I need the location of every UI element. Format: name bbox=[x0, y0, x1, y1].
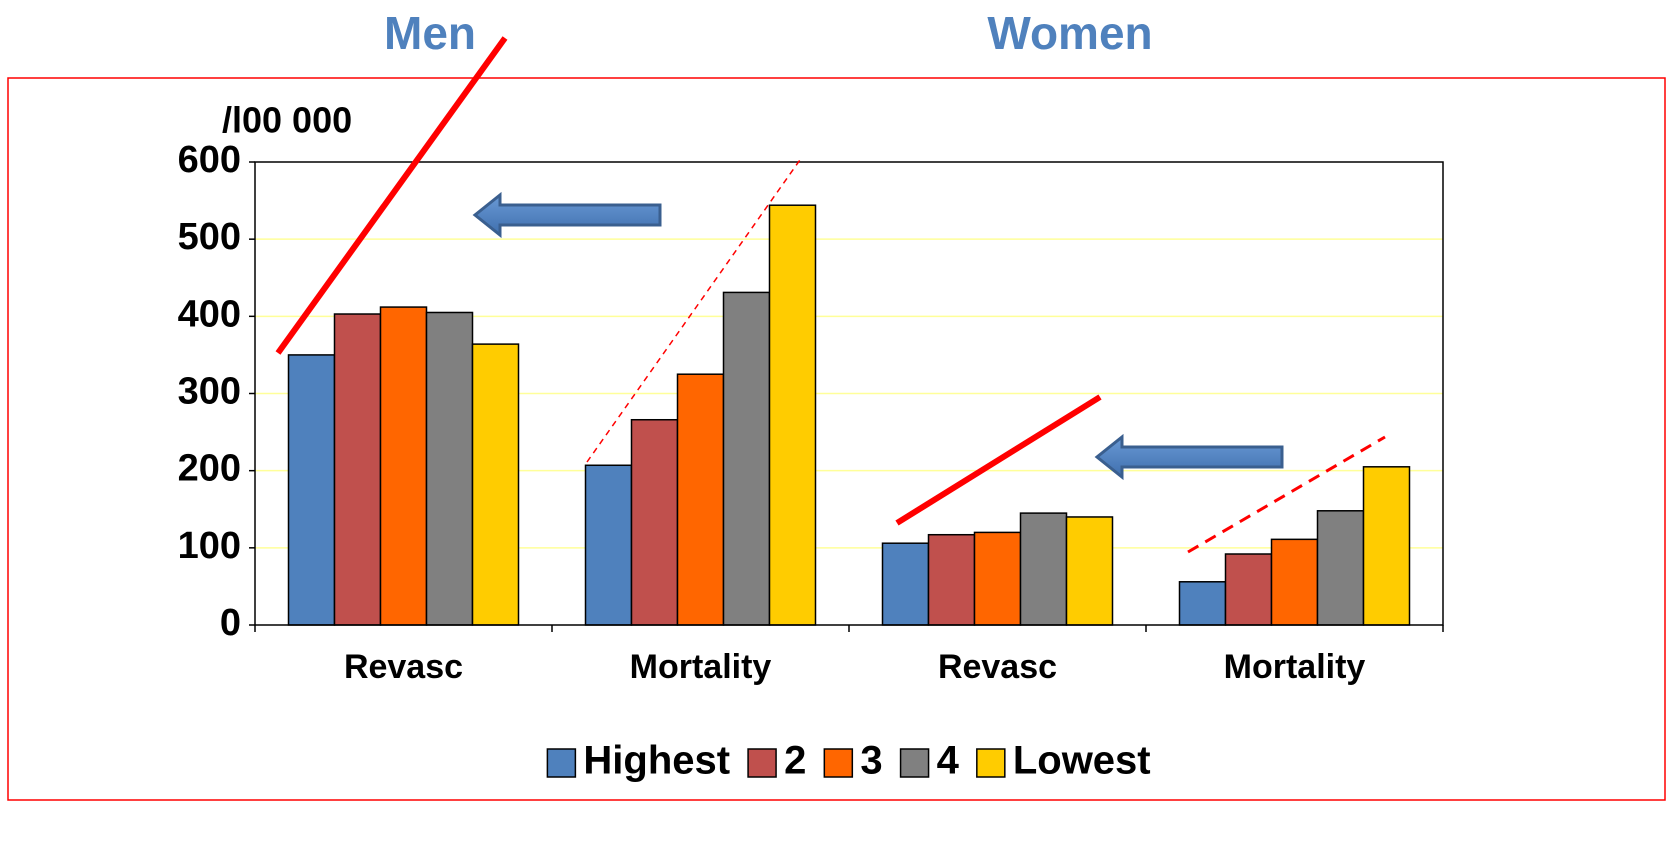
trend-line bbox=[275, 36, 508, 355]
arrow bbox=[472, 191, 662, 239]
bar bbox=[973, 531, 1022, 626]
x-tick-label: Mortality bbox=[1224, 648, 1366, 686]
plot-border bbox=[254, 161, 1444, 626]
y-tick-label: 600 bbox=[178, 139, 241, 181]
frame bbox=[7, 77, 1666, 801]
bar bbox=[722, 291, 771, 626]
bar bbox=[630, 418, 679, 626]
bar bbox=[471, 343, 520, 626]
bar bbox=[676, 373, 725, 626]
bar bbox=[1316, 510, 1365, 626]
annotations bbox=[275, 36, 1386, 554]
trend-line bbox=[1187, 435, 1386, 554]
bar bbox=[768, 204, 817, 626]
legend-swatch bbox=[747, 748, 777, 778]
bar bbox=[333, 313, 382, 626]
trend-line bbox=[586, 156, 803, 463]
legend-label: Lowest bbox=[1013, 739, 1151, 783]
x-tick-label: Revasc bbox=[344, 648, 463, 686]
bar bbox=[1178, 581, 1227, 626]
legend-swatch bbox=[976, 748, 1006, 778]
legend-label: 3 bbox=[860, 739, 882, 783]
y-tick-label: 500 bbox=[178, 216, 241, 258]
y-tick-label: 0 bbox=[220, 602, 241, 644]
bar bbox=[287, 354, 336, 626]
y-axis-label: /l00 000 bbox=[222, 100, 352, 141]
legend-label: 2 bbox=[784, 739, 806, 783]
bar bbox=[1019, 512, 1068, 626]
plot: 0 100 200 300 400 500 600 Revasc Mortality Revasc… bbox=[178, 139, 1444, 686]
group-label: Women bbox=[987, 7, 1152, 59]
y-tick-label: 400 bbox=[178, 293, 241, 335]
x-tick-label: Revasc bbox=[938, 648, 1057, 686]
bar bbox=[927, 533, 976, 626]
bar bbox=[1224, 553, 1273, 626]
y-tick-label: 100 bbox=[178, 525, 241, 567]
trend-line bbox=[895, 394, 1102, 526]
y-tick-label: 200 bbox=[178, 448, 241, 490]
legend: Highest 2 3 4 Lowest bbox=[546, 739, 1151, 783]
legend-swatch bbox=[823, 748, 854, 778]
legend-label: Highest bbox=[583, 739, 730, 783]
x-tick-label: Mortality bbox=[630, 648, 772, 686]
legend-label: 4 bbox=[937, 739, 960, 783]
bar bbox=[425, 311, 474, 626]
bar bbox=[881, 542, 930, 626]
bar bbox=[1065, 516, 1114, 626]
bar bbox=[379, 306, 428, 626]
legend-swatch bbox=[899, 748, 930, 778]
bar bbox=[584, 464, 633, 626]
y-tick-label: 300 bbox=[178, 371, 241, 413]
bar bbox=[1270, 538, 1319, 626]
bar bbox=[1362, 466, 1411, 626]
legend-swatch bbox=[546, 748, 577, 778]
arrow bbox=[1094, 433, 1284, 481]
group-label: Men bbox=[384, 7, 476, 59]
